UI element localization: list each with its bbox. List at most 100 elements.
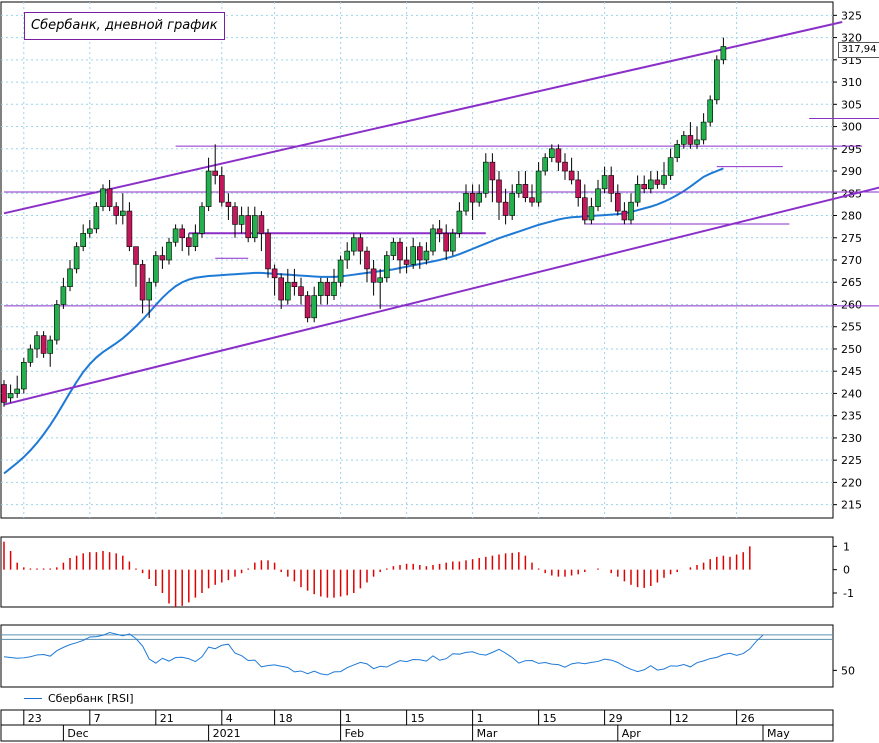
- candle-body: [529, 197, 535, 203]
- candle-body: [317, 281, 324, 296]
- candle-body: [449, 233, 456, 252]
- channel-top-line: [3, 21, 843, 215]
- candle-body: [535, 170, 542, 203]
- candle-body: [568, 170, 575, 181]
- candle-body: [133, 246, 139, 265]
- histogram-tick-label: 0: [843, 564, 850, 577]
- candle-body: [172, 228, 179, 243]
- price-tick-label: 325: [841, 9, 862, 22]
- price-tick-label: 225: [841, 454, 862, 467]
- candle-body: [192, 233, 199, 247]
- candle-body: [456, 210, 463, 234]
- candle-body: [146, 281, 152, 301]
- candle-body: [476, 192, 483, 203]
- candle-body: [344, 250, 351, 261]
- time-axis-month-label: 2021: [213, 727, 241, 740]
- time-axis-day-label: 15: [411, 712, 425, 725]
- time-axis-day-label: 12: [675, 712, 689, 725]
- candle-body: [159, 255, 166, 261]
- candle-body: [641, 184, 648, 190]
- candle-body: [93, 206, 100, 230]
- time-axis-month-label: May: [767, 727, 790, 740]
- candle-body: [654, 179, 661, 185]
- time-axis-day-label: 26: [741, 712, 755, 725]
- candle-body: [628, 201, 634, 221]
- candle-body: [674, 144, 681, 158]
- candle-body: [482, 161, 489, 194]
- price-tick-label: 300: [841, 121, 862, 134]
- time-axis-day-label: 1: [477, 712, 484, 725]
- candle-body: [7, 393, 14, 399]
- time-axis: 23 7 21 4 18 1 15 1 15 29 12 26 Dec 2021 Feb Mar Apr May: [0, 709, 834, 742]
- candle-body: [496, 179, 502, 203]
- rsi-pane: 50: [0, 624, 855, 688]
- candle-body: [694, 139, 700, 145]
- candle-body: [509, 192, 516, 216]
- candle-body: [212, 170, 218, 176]
- time-axis-day-label: 4: [226, 712, 233, 725]
- histogram-tick-label: 1: [843, 540, 850, 553]
- candle-body: [337, 259, 344, 283]
- price-tick-label: 275: [841, 232, 862, 245]
- candle-body: [1, 384, 7, 403]
- price-tick-label: 245: [841, 365, 862, 378]
- candle-body: [238, 215, 245, 225]
- rsi-frame: [0, 624, 834, 688]
- histogram-frame: [0, 536, 834, 608]
- candle-body: [410, 246, 417, 265]
- candle-body: [661, 175, 667, 185]
- last-price-tag: 317,94: [838, 42, 879, 58]
- price-tick-label: 220: [841, 476, 862, 489]
- chart-title: Сбербанк, дневной график: [24, 12, 225, 40]
- candle-body: [720, 46, 727, 61]
- rsi-line: [3, 632, 764, 676]
- candle-body: [245, 215, 251, 239]
- time-axis-month-label: Apr: [622, 727, 642, 740]
- candle-body: [595, 188, 601, 207]
- candle-body: [40, 335, 47, 354]
- time-axis-month-label: Dec: [67, 727, 88, 740]
- candle-body: [20, 362, 27, 390]
- candle-body: [331, 281, 337, 296]
- candle-body: [14, 388, 20, 394]
- candle-body: [390, 241, 397, 256]
- candle-body: [397, 241, 403, 261]
- candle-body: [621, 210, 628, 221]
- price-tick-label: 265: [841, 276, 862, 289]
- histogram-tick-label: -1: [843, 587, 854, 600]
- candle-body: [377, 277, 384, 283]
- candle-body: [667, 157, 674, 176]
- time-axis-day-label: 7: [94, 712, 101, 725]
- candle-body: [364, 250, 370, 270]
- candle-body: [542, 157, 549, 172]
- price-tick-label: 260: [841, 298, 862, 311]
- candle-body: [700, 121, 707, 141]
- candle-body: [60, 286, 67, 305]
- candle-body: [324, 281, 331, 296]
- candle-body: [311, 295, 318, 319]
- candle-body: [522, 184, 529, 199]
- price-tick-label: 235: [841, 410, 862, 423]
- candle-body: [225, 201, 232, 207]
- candle-body: [416, 246, 423, 261]
- candle-body: [687, 135, 694, 145]
- candle-body: [27, 348, 34, 363]
- time-axis-month-label: Feb: [345, 727, 364, 740]
- candle-body: [219, 175, 225, 203]
- channel-bottom-line: [3, 186, 879, 406]
- candle-body: [153, 255, 159, 283]
- candle-body: [166, 241, 172, 261]
- time-axis-day-label: 29: [609, 712, 623, 725]
- candle-body: [713, 59, 720, 101]
- price-tick-label: 305: [841, 98, 862, 111]
- candle-body: [53, 304, 60, 341]
- candle-body: [608, 175, 615, 194]
- candle-body: [634, 184, 641, 203]
- time-axis-month-label: Mar: [477, 727, 498, 740]
- candle-body: [67, 268, 73, 287]
- candle-body: [232, 206, 238, 225]
- candle-body: [383, 255, 390, 279]
- candle-body: [370, 268, 377, 283]
- time-axis-day-label: 18: [279, 712, 293, 725]
- candle-body: [436, 228, 443, 234]
